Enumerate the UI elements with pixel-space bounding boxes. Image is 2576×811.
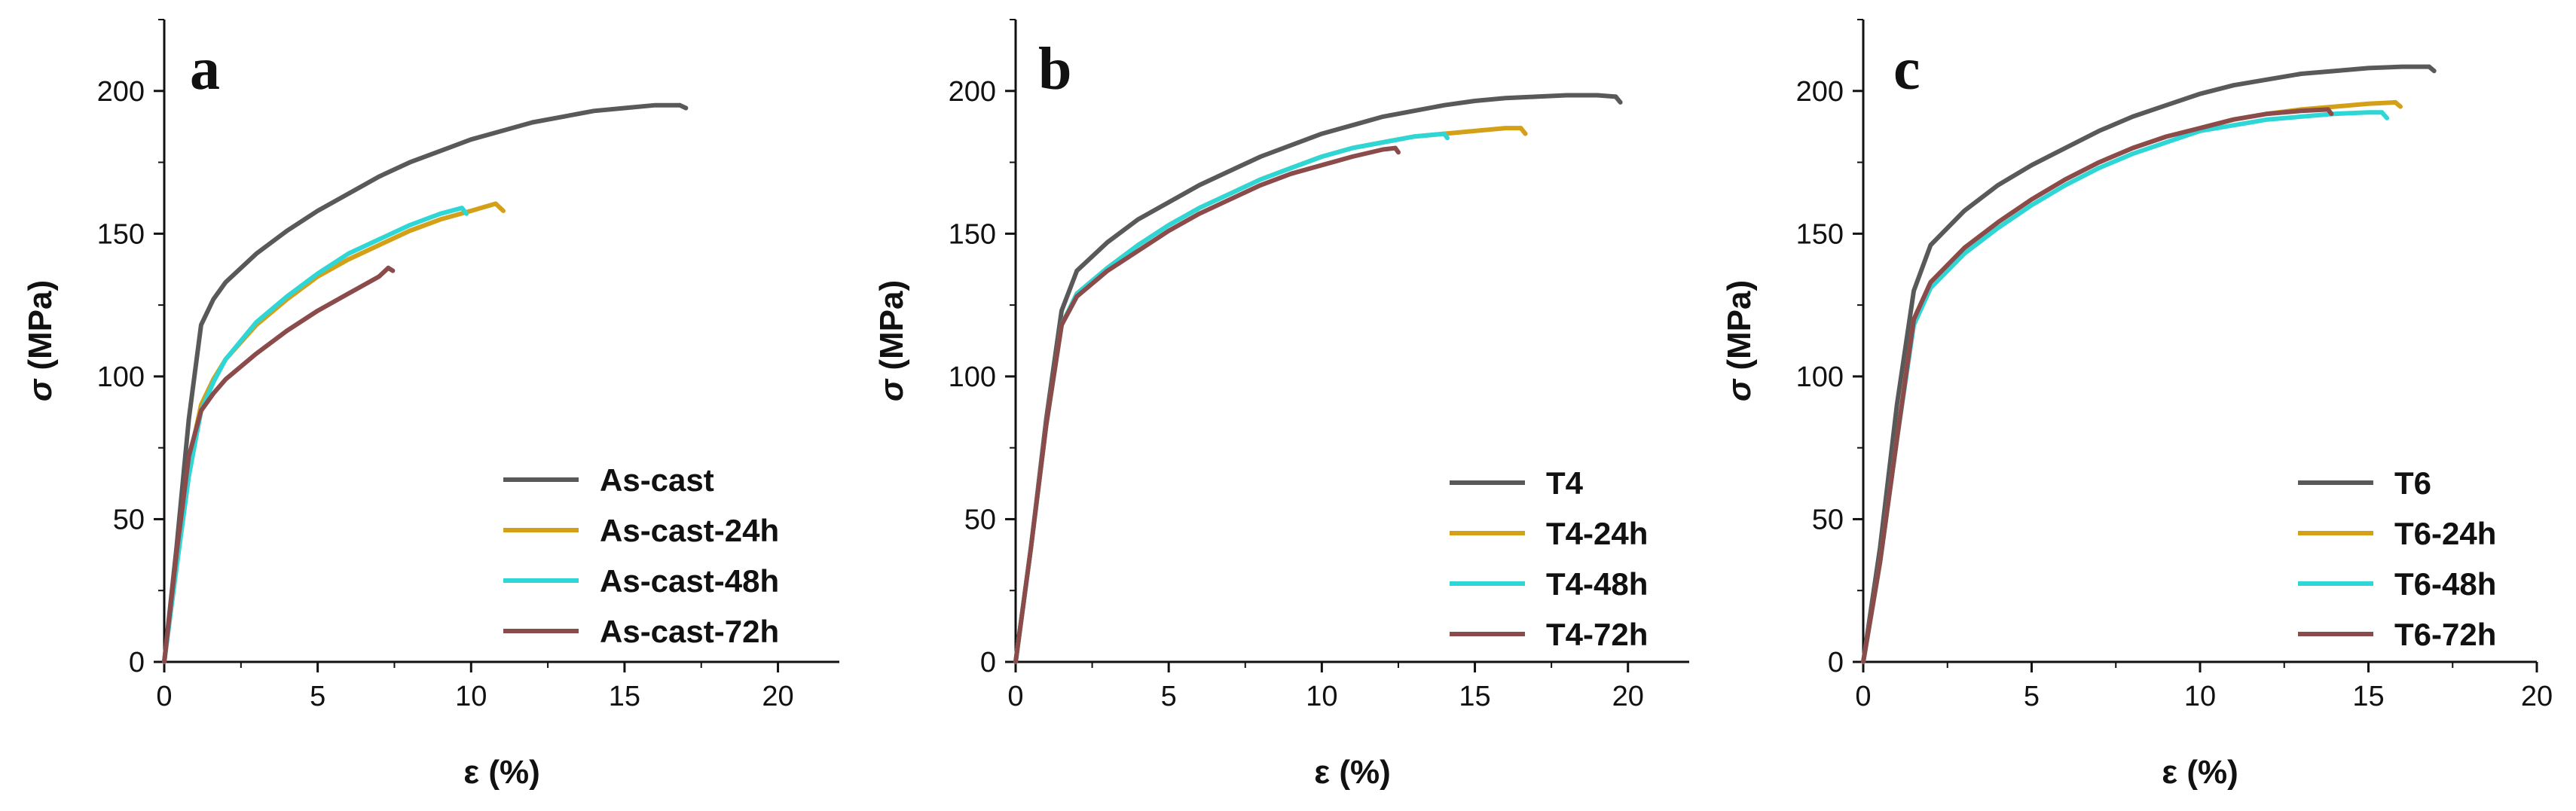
- y-tick-label: 0: [980, 647, 996, 678]
- legend-label: As-cast: [600, 462, 714, 498]
- legend-label: T4: [1546, 465, 1584, 501]
- x-tick-label: 0: [1855, 681, 1871, 712]
- series-line-as-cast-24h: [162, 201, 498, 664]
- y-tick-label: 50: [964, 504, 996, 535]
- series-line-t6-72h: [1861, 107, 2330, 664]
- series-line-t6: [1861, 64, 2431, 664]
- legend-label: As-cast-48h: [600, 563, 779, 599]
- x-axis-title: ε (%): [463, 754, 540, 791]
- y-tick-label: 150: [1796, 218, 1844, 250]
- panel-letter: c: [1893, 36, 1921, 102]
- series-line-t4: [1013, 93, 1618, 664]
- x-tick-label: 0: [1007, 681, 1023, 712]
- series-fracture-t6-24h: [2393, 99, 2403, 109]
- y-tick-label: 50: [113, 504, 145, 535]
- legend: T6 T6-24h T6-48h T6-72h: [2298, 465, 2496, 652]
- legend-label: T4-24h: [1546, 516, 1648, 551]
- legend-label: As-cast-72h: [600, 614, 779, 649]
- series-line-as-cast-48h: [162, 206, 465, 664]
- y-tick-label: 100: [949, 361, 996, 393]
- series-fracture-t4-24h: [1518, 126, 1528, 136]
- y-tick-label: 50: [1812, 504, 1844, 535]
- legend-label: T4-72h: [1546, 617, 1648, 652]
- series-fracture-as-cast: [677, 102, 689, 111]
- y-tick-label: 100: [1796, 361, 1844, 393]
- x-tick-label: 20: [1612, 681, 1644, 712]
- x-tick-label: 10: [1306, 681, 1337, 712]
- y-tick-label: 200: [949, 76, 996, 108]
- series-line-t6-48h: [1861, 110, 2385, 664]
- series-fracture-as-cast-72h: [386, 265, 396, 273]
- series-line-t4-48h: [1013, 131, 1447, 664]
- x-tick-label: 15: [1459, 681, 1490, 712]
- series-fracture-t4: [1613, 94, 1623, 105]
- x-tick-label: 5: [310, 681, 325, 712]
- x-tick-label: 15: [2352, 681, 2384, 712]
- series-line-t4-24h: [1013, 126, 1523, 664]
- x-axis-title: ε (%): [2162, 754, 2238, 791]
- y-axis-title: σ (MPa): [1721, 280, 1758, 401]
- y-tick-label: 150: [949, 218, 996, 250]
- legend: T4 T4-24h T4-48h T4-72h: [1450, 465, 1648, 652]
- x-tick-label: 20: [2521, 681, 2553, 712]
- series-fracture-as-cast-48h: [460, 206, 469, 216]
- y-tick-label: 100: [97, 361, 145, 393]
- legend: As-cast As-cast-24h As-cast-48h As-cast-72h: [503, 462, 779, 649]
- legend-label: T4-48h: [1546, 566, 1648, 602]
- y-tick-label: 0: [129, 647, 145, 678]
- series-fracture-t4-72h: [1392, 145, 1401, 155]
- legend-label: T6: [2394, 465, 2431, 501]
- legend-label: As-cast-24h: [600, 513, 779, 548]
- x-tick-label: 0: [156, 681, 172, 712]
- series-line-as-cast-72h: [162, 265, 391, 664]
- x-axis-title: ε (%): [1314, 754, 1391, 791]
- series-fracture-as-cast-24h: [493, 201, 506, 213]
- legend-label: T6-24h: [2394, 516, 2496, 551]
- panel-letter: b: [1038, 36, 1072, 102]
- series-line-as-cast: [162, 102, 683, 664]
- legend-label: T6-72h: [2394, 617, 2496, 652]
- legend-label: T6-48h: [2394, 566, 2496, 602]
- y-tick-label: 150: [97, 218, 145, 250]
- y-axis-title: σ (MPa): [873, 280, 910, 401]
- x-tick-label: 10: [2184, 681, 2216, 712]
- series-fracture-t6: [2427, 64, 2437, 74]
- y-axis-title: σ (MPa): [22, 280, 59, 401]
- x-tick-label: 10: [455, 681, 487, 712]
- x-tick-label: 5: [2024, 681, 2040, 712]
- series-fracture-t4-48h: [1441, 131, 1450, 141]
- series-line-t4-72h: [1013, 145, 1398, 664]
- series-line-t6-24h: [1861, 99, 2398, 664]
- panel-letter: a: [190, 36, 220, 102]
- y-tick-label: 0: [1828, 647, 1844, 678]
- x-tick-label: 15: [609, 681, 640, 712]
- y-tick-label: 200: [1796, 76, 1844, 108]
- series-fracture-t6-72h: [2325, 107, 2334, 117]
- y-tick-label: 200: [97, 76, 145, 108]
- series-fracture-t6-48h: [2379, 110, 2390, 120]
- x-tick-label: 5: [1161, 681, 1177, 712]
- x-tick-label: 20: [762, 681, 793, 712]
